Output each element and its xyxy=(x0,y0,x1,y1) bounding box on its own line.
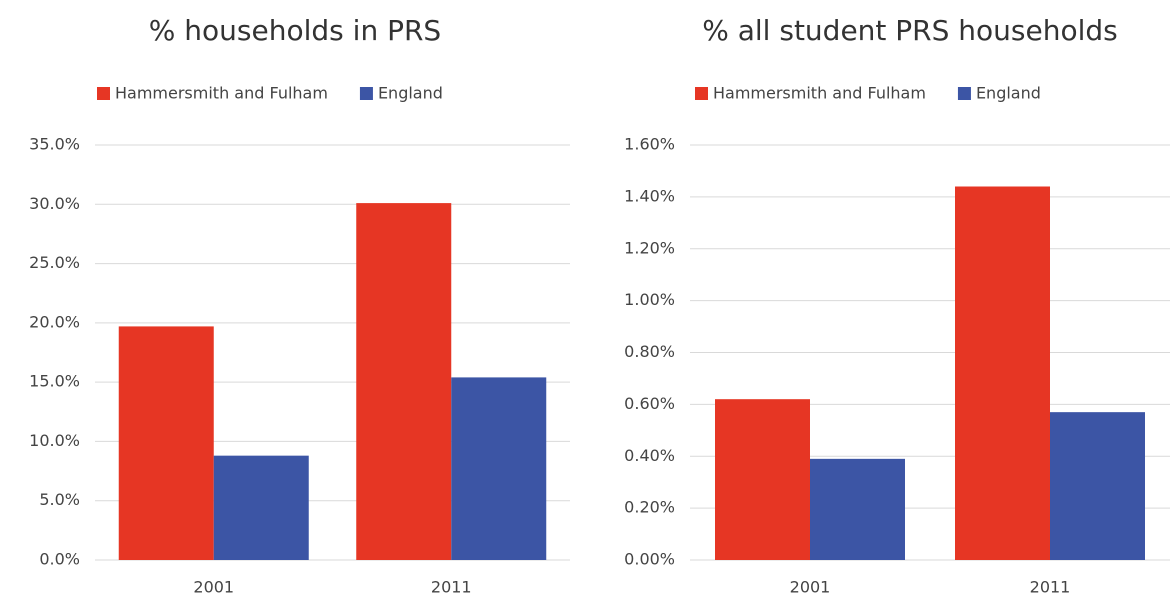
y-tick-label: 0.40% xyxy=(624,446,675,465)
y-tick-label: 1.40% xyxy=(624,186,675,205)
bar xyxy=(213,455,309,560)
y-tick-label: 1.20% xyxy=(624,238,675,257)
bar xyxy=(451,377,547,560)
legend-swatch xyxy=(97,87,110,100)
y-tick-label: 20.0% xyxy=(29,312,80,331)
bar xyxy=(955,186,1050,560)
y-tick-label: 0.00% xyxy=(624,550,675,569)
y-tick-label: 1.00% xyxy=(624,290,675,309)
x-tick-label: 2011 xyxy=(1030,578,1071,597)
x-tick-label: 2001 xyxy=(193,578,234,597)
legend-swatch xyxy=(957,87,971,100)
y-tick-label: 30.0% xyxy=(29,194,80,213)
y-tick-label: 10.0% xyxy=(29,431,80,450)
bar xyxy=(1050,412,1145,560)
x-tick-label: 2001 xyxy=(790,578,831,597)
y-tick-label: 0.20% xyxy=(624,498,675,517)
chart-title: % all student PRS households xyxy=(702,14,1118,47)
x-tick-label: 2011 xyxy=(431,578,472,597)
y-tick-label: 15.0% xyxy=(29,372,80,391)
bar xyxy=(118,326,214,560)
y-tick-label: 25.0% xyxy=(29,253,80,272)
y-tick-label: 1.60% xyxy=(624,135,675,154)
bar xyxy=(356,203,452,560)
y-tick-label: 5.0% xyxy=(39,490,80,509)
bar xyxy=(810,458,905,560)
y-tick-label: 0.80% xyxy=(624,342,675,361)
y-tick-label: 0.0% xyxy=(39,550,80,569)
y-tick-label: 0.60% xyxy=(624,394,675,413)
legend-label: Hammersmith and Fulham xyxy=(713,84,926,103)
legend-swatch xyxy=(359,87,373,100)
legend-label: England xyxy=(378,84,443,103)
legend-label: Hammersmith and Fulham xyxy=(115,84,328,103)
y-tick-label: 35.0% xyxy=(29,135,80,154)
bar xyxy=(715,399,810,560)
legend-label: England xyxy=(976,84,1041,103)
chart-title: % households in PRS xyxy=(149,14,441,47)
legend-swatch xyxy=(695,87,708,100)
